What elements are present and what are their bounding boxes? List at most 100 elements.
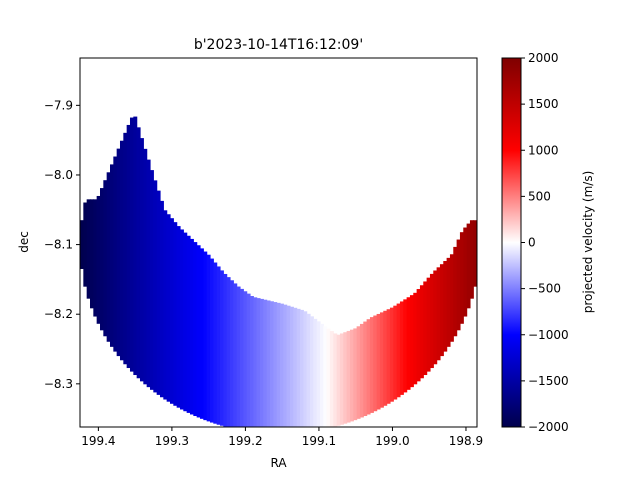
heatmap-cell: [233, 283, 238, 427]
heatmap-cell: [383, 310, 388, 406]
heatmap-cell: [169, 218, 174, 404]
x-axis-label: RA: [270, 456, 287, 470]
heatmap-cell: [80, 220, 84, 269]
y-axis-label: dec: [17, 231, 31, 253]
heatmap-cell: [163, 210, 168, 400]
heatmap-cell: [329, 331, 334, 427]
heatmap-cell: [153, 180, 158, 393]
heatmap-cell: [256, 298, 261, 427]
heatmap-cell: [469, 220, 474, 299]
heatmap-cell: [356, 326, 361, 419]
heatmap-cell: [359, 323, 364, 418]
heatmap-cell: [449, 254, 454, 342]
heatmap-cell: [286, 305, 291, 427]
colorbar-axis: 2000 1500 1000 500 0 −500 −1000 −1500 −2000: [521, 51, 569, 434]
heatmap-cell: [399, 301, 404, 395]
heatmap-cell: [196, 245, 201, 418]
heatmap-cell: [166, 214, 171, 402]
heatmap-cell: [439, 264, 444, 357]
y-tick-label: −8.1: [44, 238, 73, 252]
heatmap-cell: [110, 164, 114, 347]
colorbar: [501, 57, 522, 428]
heatmap-cell: [366, 319, 371, 415]
colorbar-tick-label: −500: [528, 282, 561, 296]
heatmap-cell: [159, 200, 164, 398]
heatmap-cell: [136, 127, 141, 379]
heatmap-cell: [413, 292, 418, 385]
heatmap-cell: [323, 326, 328, 427]
colorbar-label: projected velocity (m/s): [581, 171, 595, 314]
heatmap-cell: [83, 202, 88, 287]
heatmap-cell: [143, 148, 148, 385]
colorbar-tick-label: −1500: [528, 374, 569, 388]
heatmap-cell: [306, 313, 311, 427]
heatmap-cell: [219, 270, 224, 426]
heatmap-cell: [103, 180, 108, 337]
x-tick-label: 199.0: [375, 434, 409, 448]
heatmap-cell: [346, 330, 351, 423]
plot-area: [80, 116, 477, 427]
colorbar-tick-label: 1000: [528, 143, 559, 157]
heatmap-cell: [249, 296, 254, 427]
heatmap-cell: [349, 329, 354, 422]
heatmap-cell: [423, 281, 428, 376]
heatmap-cell: [119, 140, 124, 361]
chart-title: b'2023-10-14T16:12:09': [194, 37, 363, 53]
heatmap-cell: [363, 321, 368, 417]
heatmap-cell: [189, 238, 194, 415]
heatmap-cell: [113, 156, 118, 352]
heatmap-cell: [393, 305, 398, 400]
heatmap-cell: [293, 307, 298, 427]
x-tick-label: 199.3: [155, 434, 189, 448]
heatmap-cell: [309, 316, 314, 427]
heatmap-cell: [386, 309, 391, 404]
x-tick-label: 199.2: [228, 434, 262, 448]
heatmap-cell: [429, 273, 434, 369]
heatmap-cell: [199, 248, 204, 419]
heatmap-cell: [426, 277, 431, 372]
heatmap-cell: [269, 301, 274, 427]
heatmap-cell: [459, 232, 464, 324]
heatmap-cell: [209, 258, 214, 423]
x-axis: 199.4 199.3 199.2 199.1 199.0 198.9: [81, 427, 483, 448]
heatmap-cell: [419, 285, 424, 379]
heatmap-cell: [379, 312, 384, 408]
heatmap-cell: [193, 242, 198, 417]
heatmap-cell: [319, 323, 324, 427]
heatmap-cell: [376, 313, 381, 410]
heatmap-cell: [243, 291, 248, 427]
heatmap-cell: [403, 299, 408, 393]
heatmap-cell: [276, 302, 281, 427]
heatmap-cell: [176, 226, 181, 408]
heatmap-cell: [129, 117, 134, 372]
heatmap-cell: [216, 266, 221, 425]
heatmap-cell: [296, 308, 301, 427]
heatmap-cell: [116, 148, 121, 357]
heatmap-cell: [156, 190, 161, 395]
y-tick-label: −7.9: [44, 98, 73, 112]
heatmap-cell: [126, 124, 131, 369]
heatmap-cell: [409, 295, 414, 388]
heatmap-cell: [453, 246, 458, 337]
heatmap-cell: [283, 304, 288, 427]
heatmap-cell: [406, 297, 411, 390]
heatmap-cell: [273, 302, 278, 427]
heatmap-cell: [96, 195, 101, 324]
heatmap-cell: [443, 261, 448, 352]
heatmap-cell: [183, 232, 188, 412]
heatmap-cell: [389, 307, 394, 402]
x-tick-label: 198.9: [449, 434, 483, 448]
heatmap-cell: [86, 199, 91, 299]
colorbar-tick-label: 500: [528, 189, 551, 203]
colorbar-tick-label: 0: [528, 236, 536, 250]
heatmap-cell: [466, 223, 471, 309]
colorbar-tick-label: −1000: [528, 328, 569, 342]
heatmap-cell: [106, 172, 111, 342]
heatmap-cell: [369, 317, 374, 413]
heatmap-cell: [100, 188, 104, 331]
x-tick-label: 199.1: [302, 434, 336, 448]
heatmap-cell: [436, 267, 441, 361]
heatmap-cell: [236, 286, 241, 427]
colorbar-tick-label: 1500: [528, 97, 559, 111]
